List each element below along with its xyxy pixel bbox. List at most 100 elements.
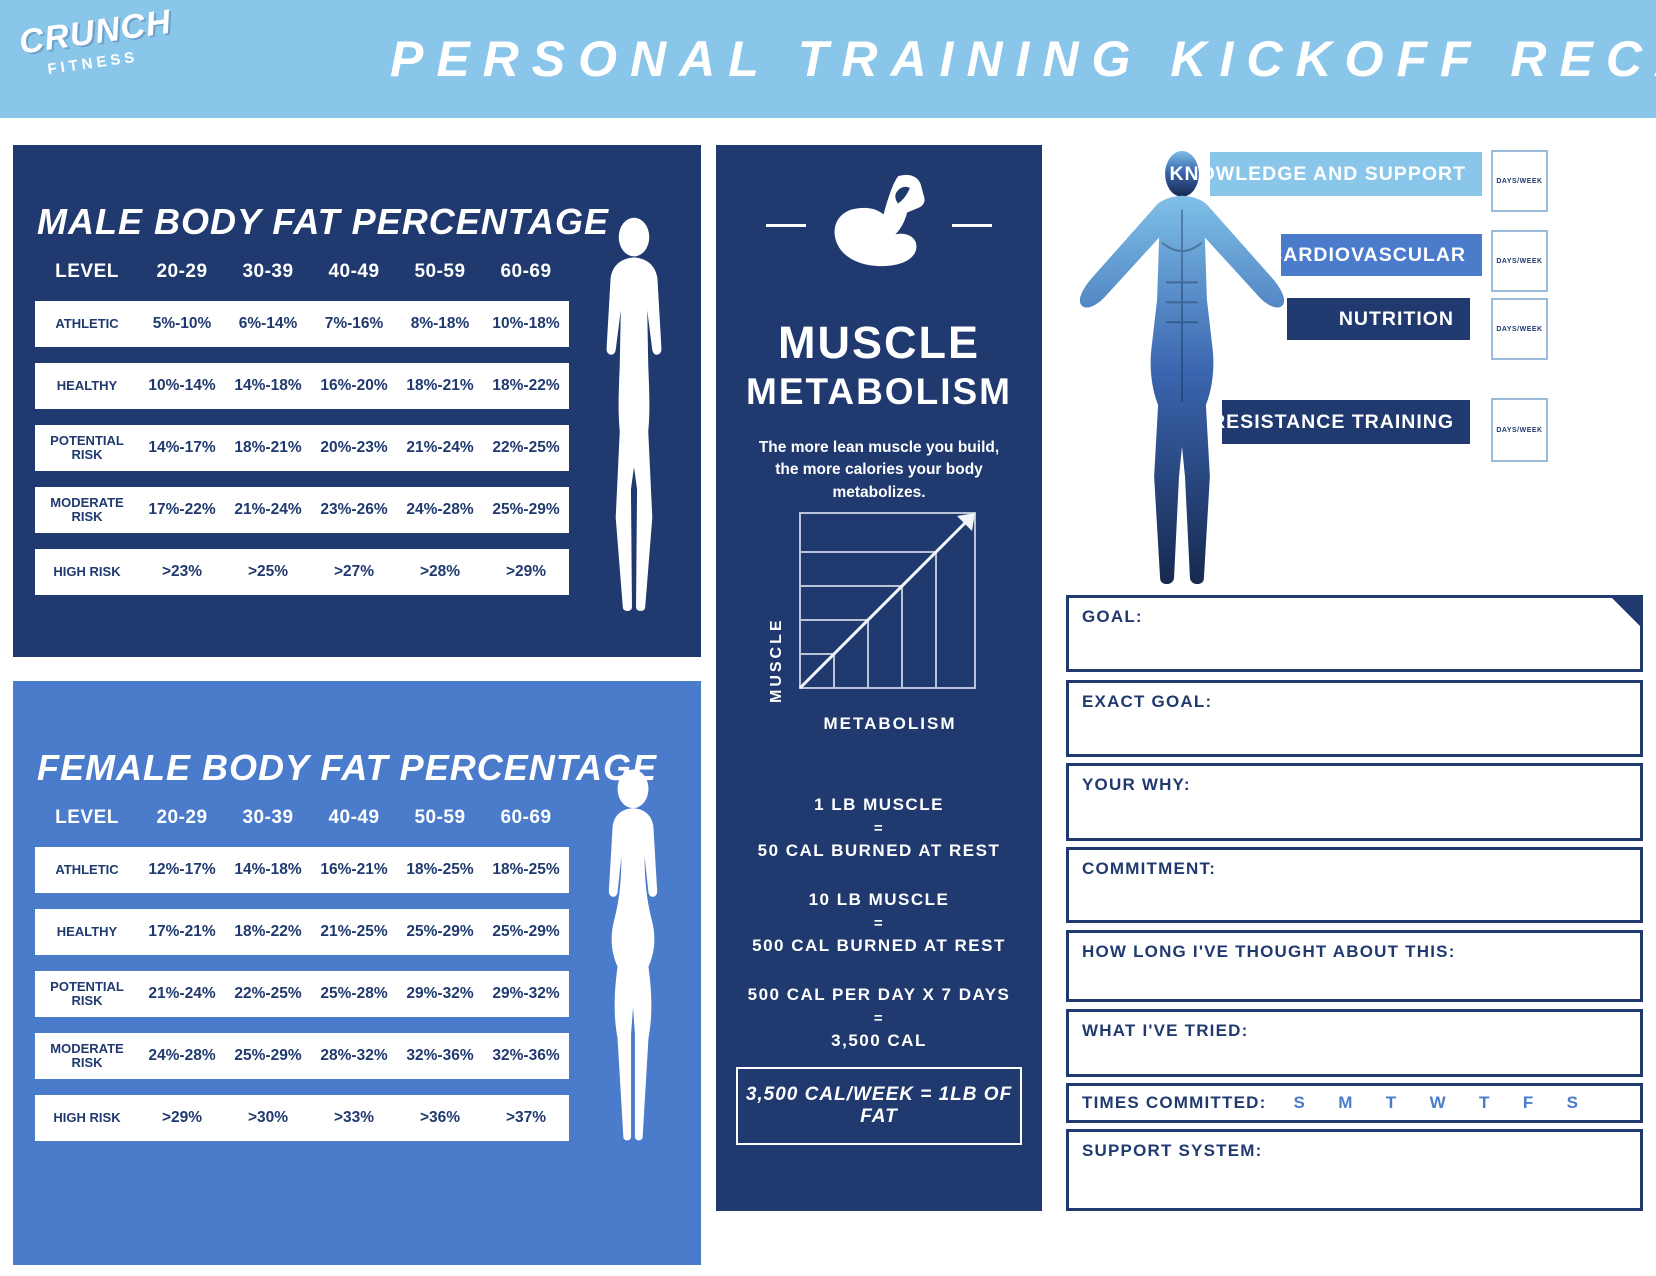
days-week-box-knowledge[interactable]: DAYS/WEEK — [1491, 150, 1548, 212]
value-cell: 25%-29% — [234, 1047, 302, 1064]
value-cell: 14%-18% — [234, 861, 302, 878]
value-cell: >28% — [419, 563, 461, 580]
plan-bar-nutrition: NUTRITION — [1287, 298, 1470, 340]
table-row: MODERATE RISK 17%-22% 21%-24% 23%-26% 24… — [35, 487, 569, 533]
corner-fold — [1611, 597, 1641, 627]
column-header: 40-49 — [328, 261, 380, 282]
day-friday[interactable]: F — [1522, 1093, 1534, 1112]
table-row: POTENTIAL RISK 21%-24% 22%-25% 25%-28% 2… — [35, 971, 569, 1017]
how-long-thought-field[interactable]: HOW LONG I'VE THOUGHT ABOUT THIS: — [1066, 930, 1643, 1002]
plan-bar-cardiovascular: CARDIOVASCULAR — [1268, 234, 1482, 276]
what-ive-tried-label: WHAT I'VE TRIED: — [1082, 1021, 1249, 1040]
value-cell: >30% — [247, 1109, 289, 1126]
commitment-field[interactable]: COMMITMENT: — [1066, 847, 1643, 923]
anatomy-figure — [1062, 148, 1302, 596]
table-row: HIGH RISK >29% >30% >33% >36% >37% — [35, 1095, 569, 1141]
value-cell: 18%-25% — [492, 861, 560, 878]
value-cell: 25%-29% — [492, 501, 560, 518]
times-committed-field[interactable]: TIMES COMMITTED: S M T W T F S — [1066, 1083, 1643, 1123]
value-cell: >23% — [161, 563, 203, 580]
level-cell: HIGH RISK — [53, 564, 121, 580]
metabolism-title-line1: MUSCLE — [778, 317, 980, 368]
value-cell: >36% — [419, 1109, 461, 1126]
metabolism-title-line2: METABOLISM — [746, 371, 1012, 412]
value-cell: 24%-28% — [406, 501, 474, 518]
column-header: 30-39 — [242, 261, 294, 282]
female-body-fat-panel: FEMALE BODY FAT PERCENTAGE LEVEL 20-29 3… — [13, 681, 701, 1265]
day-saturday[interactable]: S — [1566, 1093, 1578, 1112]
day-sunday[interactable]: S — [1293, 1093, 1305, 1112]
chart-x-axis-label: METABOLISM — [823, 714, 957, 733]
your-why-field[interactable]: YOUR WHY: — [1066, 763, 1643, 841]
value-cell: 23%-26% — [320, 501, 388, 518]
days-week-label: DAYS/WEEK — [1496, 177, 1543, 185]
male-body-fat-panel: MALE BODY FAT PERCENTAGE LEVEL 20-29 30-… — [13, 145, 701, 657]
plan-bar-resistance-training: RESISTANCE TRAINING — [1211, 400, 1470, 444]
days-week-box-resistance[interactable]: DAYS/WEEK — [1491, 398, 1548, 462]
female-silhouette — [575, 733, 691, 1181]
value-cell: 29%-32% — [406, 985, 474, 1002]
goal-field[interactable]: GOAL: — [1066, 595, 1643, 672]
value-cell: 16%-21% — [320, 861, 388, 878]
value-cell: 17%-22% — [148, 501, 216, 518]
plan-bar-knowledge-and-support: KNOWLEDGE AND SUPPORT — [1169, 152, 1482, 196]
value-cell: 17%-21% — [148, 923, 216, 940]
female-table-title: FEMALE BODY FAT PERCENTAGE — [37, 747, 658, 788]
metabolism-subtitle: The more lean muscle you build, the more… — [758, 439, 1000, 501]
value-cell: >37% — [505, 1109, 547, 1126]
male-silhouette — [573, 185, 695, 647]
value-cell: 21%-24% — [406, 439, 474, 456]
right-dash — [952, 224, 992, 227]
table-row: MODERATE RISK 24%-28% 25%-29% 28%-32% 32… — [35, 1033, 569, 1079]
value-cell: 32%-36% — [406, 1047, 474, 1064]
male-body-fat-table: LEVEL 20-29 30-39 40-49 50-59 60-69 ATHL… — [35, 261, 569, 595]
days-week-box-cardiovascular[interactable]: DAYS/WEEK — [1491, 230, 1548, 292]
level-cell: MODERATE RISK — [50, 1041, 124, 1070]
value-cell: >29% — [505, 563, 547, 580]
table-row: ATHLETIC 12%-17% 14%-18% 16%-21% 18%-25%… — [35, 847, 569, 893]
level-cell: POTENTIAL RISK — [50, 979, 124, 1008]
value-cell: >29% — [161, 1109, 203, 1126]
day-monday[interactable]: M — [1338, 1093, 1353, 1112]
value-cell: >27% — [333, 563, 375, 580]
value-cell: 6%-14% — [238, 315, 298, 332]
week-days-row: S M T W T F S — [1279, 1093, 1640, 1113]
what-ive-tried-field[interactable]: WHAT I'VE TRIED: — [1066, 1009, 1643, 1077]
exact-goal-field[interactable]: EXACT GOAL: — [1066, 680, 1643, 757]
value-cell: 25%-28% — [320, 985, 388, 1002]
value-cell: 25%-29% — [406, 923, 474, 940]
value-cell: 10%-18% — [492, 315, 560, 332]
value-cell: 10%-14% — [148, 377, 216, 394]
fact-item: 10 LB MUSCLE = 500 CAL BURNED AT REST — [752, 890, 1006, 956]
value-cell: 21%-25% — [320, 923, 388, 940]
column-header: 40-49 — [328, 807, 380, 828]
level-cell: HIGH RISK — [53, 1110, 121, 1126]
male-table-title: MALE BODY FAT PERCENTAGE — [37, 201, 610, 242]
days-week-label: DAYS/WEEK — [1496, 426, 1543, 434]
chart-plot-area — [798, 512, 976, 690]
level-cell: HEALTHY — [56, 924, 118, 940]
value-cell: 18%-21% — [406, 377, 474, 394]
value-cell: 18%-25% — [406, 861, 474, 878]
days-week-box-nutrition[interactable]: DAYS/WEEK — [1491, 298, 1548, 360]
times-committed-label: TIMES COMMITTED: — [1082, 1093, 1267, 1112]
value-cell: 18%-22% — [234, 923, 302, 940]
level-cell: ATHLETIC — [55, 316, 119, 332]
your-why-label: YOUR WHY: — [1082, 775, 1191, 794]
value-cell: 25%-29% — [492, 923, 560, 940]
day-wednesday[interactable]: W — [1429, 1093, 1446, 1112]
female-body-fat-table: LEVEL 20-29 30-39 40-49 50-59 60-69 ATHL… — [35, 807, 569, 1141]
page-title: PERSONAL TRAINING KICKOFF RECAP — [390, 31, 1656, 87]
level-cell: ATHLETIC — [55, 862, 119, 878]
column-header: 30-39 — [242, 807, 294, 828]
day-thursday[interactable]: T — [1479, 1093, 1490, 1112]
fact-item: 1 LB MUSCLE = 50 CAL BURNED AT REST — [757, 795, 1001, 861]
value-cell: 7%-16% — [324, 315, 384, 332]
value-cell: 18%-21% — [234, 439, 302, 456]
day-tuesday[interactable]: T — [1385, 1093, 1397, 1112]
support-system-field[interactable]: SUPPORT SYSTEM: — [1066, 1129, 1643, 1211]
level-cell: HEALTHY — [56, 378, 118, 394]
level-cell: POTENTIAL RISK — [50, 433, 124, 462]
value-cell: 29%-32% — [492, 985, 560, 1002]
column-header: LEVEL — [55, 807, 119, 828]
